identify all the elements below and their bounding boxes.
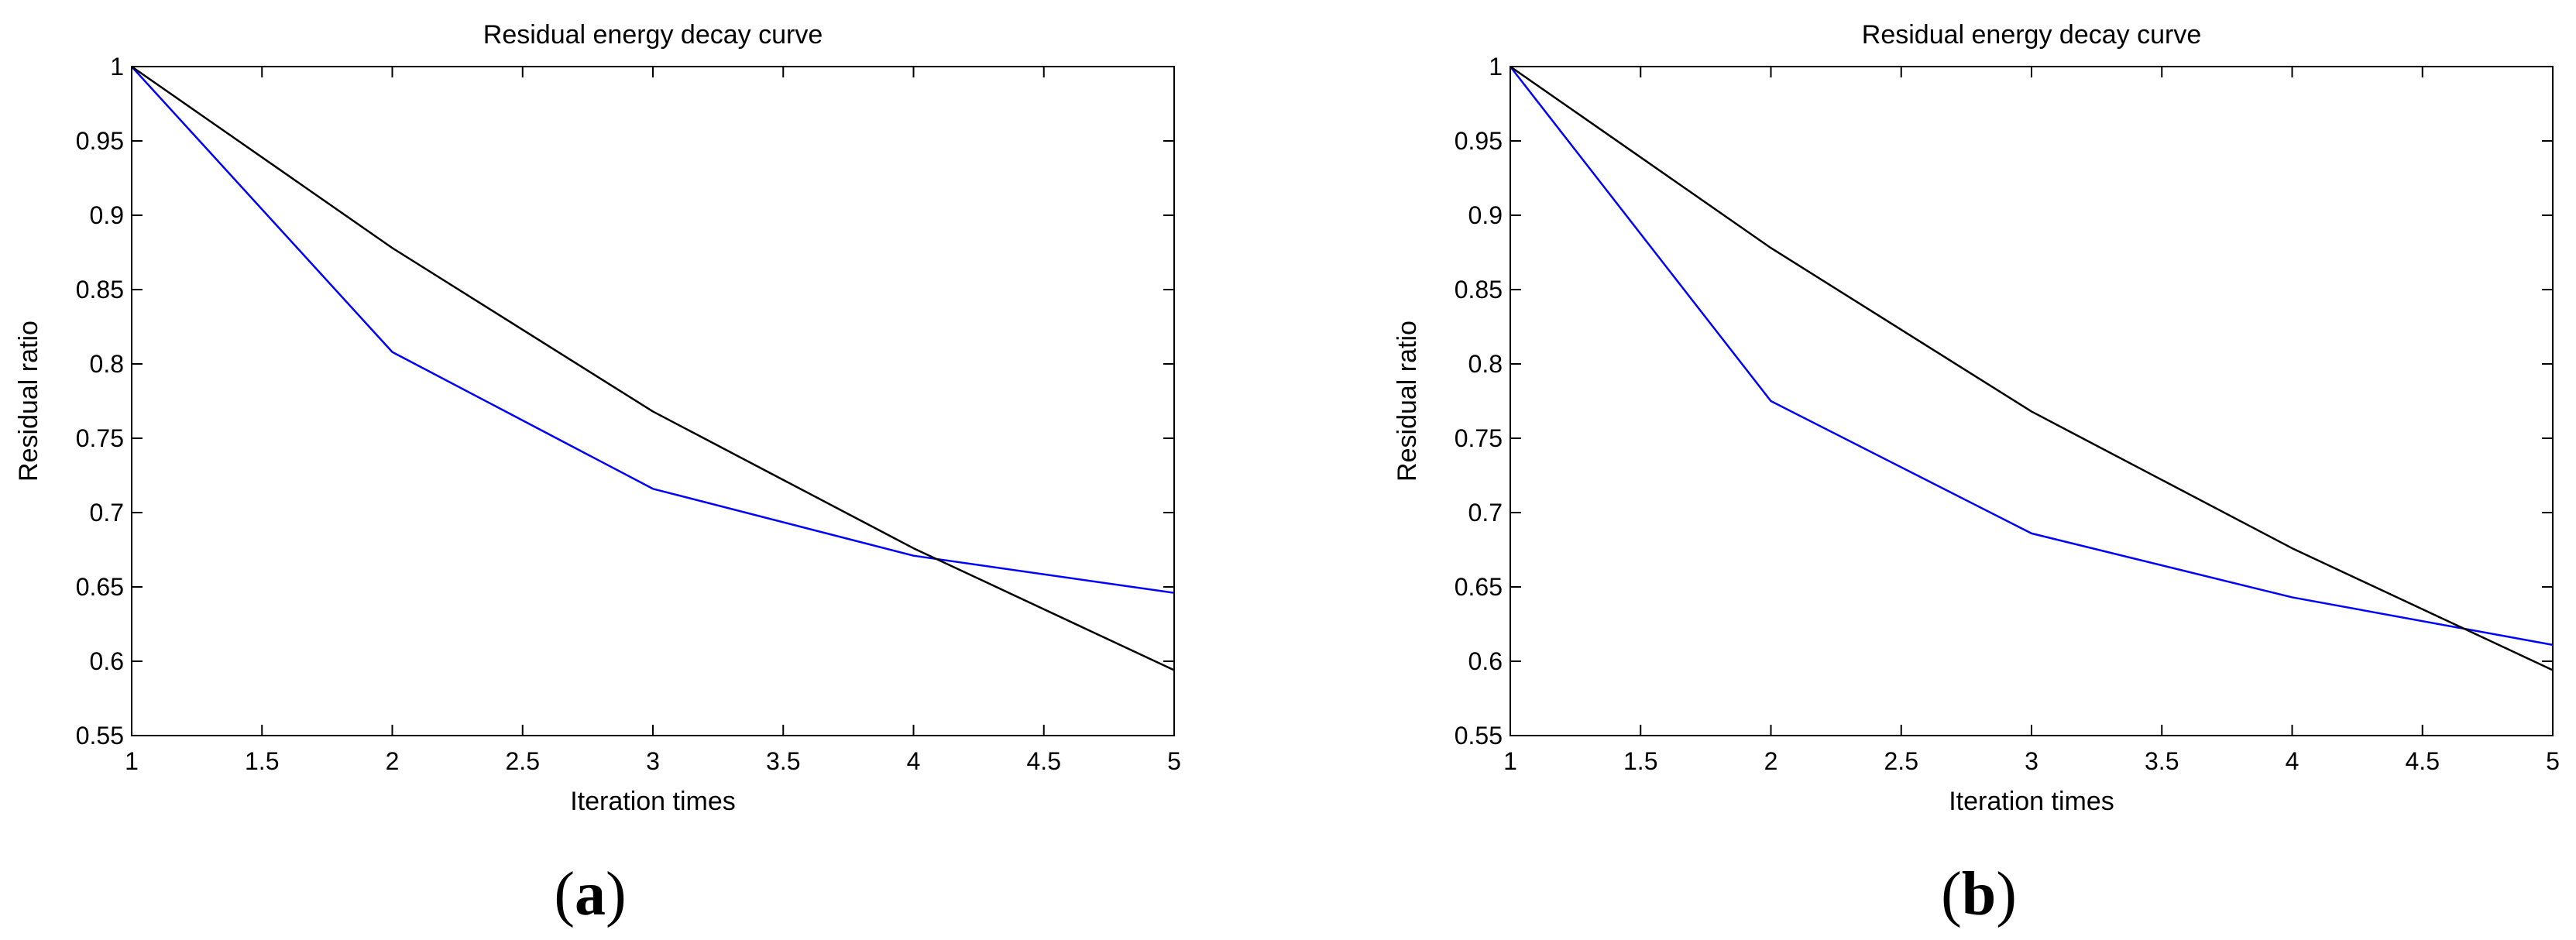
chart-b-x-tick-label: 5 <box>2546 747 2560 775</box>
panel-label-a-letter: a <box>575 860 606 928</box>
chart-a-title: Residual energy decay curve <box>483 20 823 50</box>
chart-b-y-tick-label: 0.6 <box>1468 647 1503 675</box>
chart-b-x-tick-label: 4.5 <box>2406 747 2440 775</box>
chart-b-y-tick-label: 0.95 <box>1455 127 1503 155</box>
chart-b-title: Residual energy decay curve <box>1862 20 2201 50</box>
chart-b-x-axis-label: Iteration times <box>1949 787 2114 816</box>
chart-a-y-tick-label: 0.75 <box>76 424 124 452</box>
chart-a-x-tick-label: 2.5 <box>506 747 540 775</box>
chart-b-series-blue-line <box>1510 67 2553 645</box>
chart-b-x-tick-label: 4 <box>2286 747 2300 775</box>
chart-a-y-tick-label: 0.7 <box>90 499 124 527</box>
chart-a-x-tick-label: 4 <box>907 747 921 775</box>
chart-a-x-tick-label: 1 <box>125 747 139 775</box>
chart-b-y-tick-label: 0.85 <box>1455 276 1503 304</box>
chart-b-y-tick-label: 0.55 <box>1455 722 1503 750</box>
chart-a-y-tick-label: 0.95 <box>76 127 124 155</box>
chart-b-x-tick-label: 2 <box>1764 747 1778 775</box>
chart-a-panel: 1 1.5 2 2.5 3 3.5 4 4.5 5 0.55 0.6 0.65 0.7 0.75 0.8 0.… <box>14 20 1181 816</box>
chart-a-axes-frame <box>132 67 1174 736</box>
chart-a-x-axis-label: Iteration times <box>570 787 736 816</box>
chart-a-x-tick-label: 4.5 <box>1027 747 1061 775</box>
chart-b-y-tick-label: 0.8 <box>1468 350 1503 378</box>
chart-b-y-tick-label: 1 <box>1489 53 1503 81</box>
chart-a-y-tick-label: 0.55 <box>76 722 124 750</box>
panel-label-b: (b) <box>1901 863 2056 925</box>
panel-label-a: (a) <box>513 863 668 925</box>
chart-a-y-tick-label: 0.8 <box>90 350 124 378</box>
chart-a-y-tick-label: 0.65 <box>76 573 124 601</box>
chart-a-series-blue-line <box>132 67 1174 593</box>
chart-a-x-tick-label: 1.5 <box>245 747 279 775</box>
chart-b-panel: 1 1.5 2 2.5 3 3.5 4 4.5 5 0.55 0.6 0.65 0.7 0.75 0.8 0.… <box>1393 20 2560 816</box>
chart-b-axes-frame <box>1510 67 2553 736</box>
chart-a-y-tick-label: 0.9 <box>90 201 124 229</box>
chart-b-x-tick-label: 3 <box>2025 747 2038 775</box>
chart-a-x-tick-label: 2 <box>386 747 400 775</box>
chart-b-y-axis-label: Residual ratio <box>1393 321 1422 482</box>
chart-b-y-tick-label: 0.7 <box>1468 499 1503 527</box>
chart-b-series-black-line <box>1510 67 2553 671</box>
chart-a-x-tick-label: 3 <box>646 747 660 775</box>
chart-a-y-tick-label: 1 <box>110 53 124 81</box>
chart-b-y-tick-label: 0.65 <box>1455 573 1503 601</box>
chart-a-x-tick-label: 3.5 <box>766 747 800 775</box>
panel-label-b-letter: b <box>1962 860 1997 928</box>
chart-b-x-tick-label: 2.5 <box>1884 747 1918 775</box>
chart-a-y-tick-label: 0.85 <box>76 276 124 304</box>
chart-b-x-tick-label: 3.5 <box>2145 747 2179 775</box>
chart-a-y-axis-label: Residual ratio <box>14 321 43 482</box>
chart-a-y-tick-label: 0.6 <box>90 647 124 675</box>
chart-b-y-tick-label: 0.75 <box>1455 424 1503 452</box>
chart-a-x-tick-label: 5 <box>1167 747 1181 775</box>
chart-b-x-tick-label: 1.5 <box>1623 747 1657 775</box>
chart-b-x-tick-label: 1 <box>1503 747 1517 775</box>
chart-b-y-tick-label: 0.9 <box>1468 201 1503 229</box>
chart-a-series-black-line <box>132 67 1174 671</box>
